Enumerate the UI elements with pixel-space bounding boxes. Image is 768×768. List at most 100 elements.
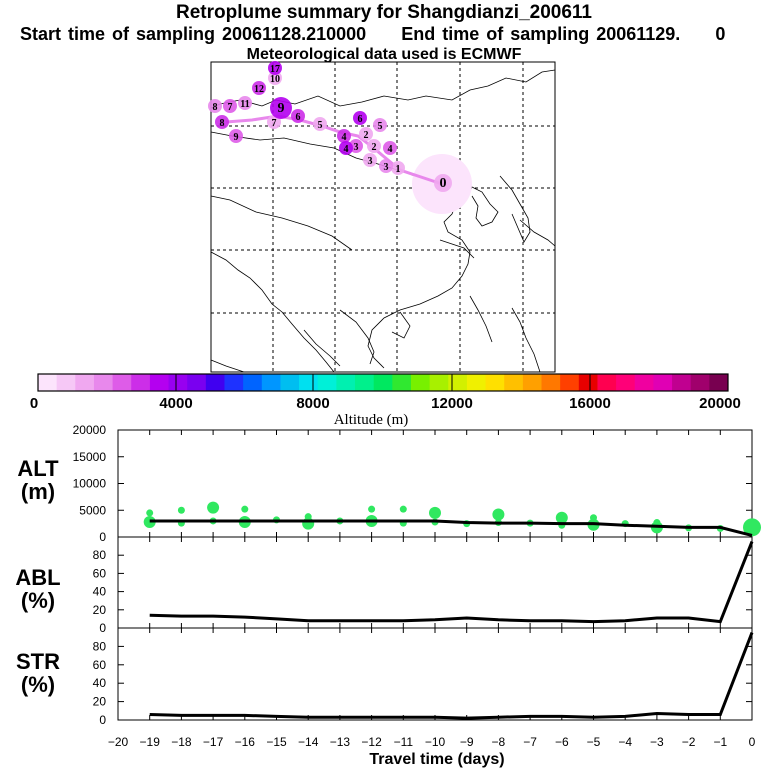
- colorbar-tick: 8000: [296, 395, 329, 412]
- alt-label-unit: (m): [20, 479, 56, 504]
- plume-cluster-dot: [267, 115, 281, 129]
- plume-day-label: 9: [278, 101, 285, 116]
- colorbar-segment: [112, 374, 132, 391]
- y-tick-label: 10000: [73, 477, 107, 491]
- colorbar-segment: [466, 374, 487, 391]
- colorbar-segment: [243, 374, 263, 391]
- plume-cluster-dot: [337, 129, 351, 143]
- alt-mean-line: [149, 519, 753, 537]
- x-tick-label: −9: [460, 735, 474, 749]
- x-tick-label: −12: [361, 735, 382, 749]
- colorbar-tick: 20000: [699, 395, 741, 412]
- x-tick-label: −19: [140, 735, 161, 749]
- plume-day-label: 17: [270, 64, 280, 75]
- x-tick-label: −4: [618, 735, 632, 749]
- x-tick-label: −13: [330, 735, 351, 749]
- colorbar-segment: [336, 374, 356, 391]
- alt-cluster-dot: [146, 509, 154, 517]
- plume-cluster-dot: [367, 139, 381, 153]
- colorbar-segment: [355, 374, 375, 391]
- x-tick-label: −11: [394, 735, 414, 749]
- plume-day-label: 3: [368, 156, 373, 167]
- x-tick-label: −3: [650, 735, 664, 749]
- plume-cluster-dot: [215, 115, 229, 129]
- colorbar-segment: [75, 374, 95, 391]
- start-time: Start time of sampling 20061128.210000: [20, 24, 367, 44]
- colorbar-segment: [38, 374, 58, 391]
- plume-day-label: 10: [270, 74, 280, 85]
- plume-day-label: 4: [388, 144, 393, 155]
- end-time: End time of sampling 20061129.: [401, 24, 681, 44]
- plume-cluster-dot: [339, 141, 353, 155]
- colorbar-segment: [187, 374, 207, 391]
- x-tick-label: −8: [492, 735, 506, 749]
- x-tick-label: −18: [171, 735, 192, 749]
- x-tick-label: −14: [298, 735, 319, 749]
- plume-day-label: 7: [228, 102, 233, 113]
- y-tick-label: 80: [93, 639, 107, 653]
- alt-cluster-dot: [368, 505, 376, 513]
- map-graticule: [211, 62, 555, 372]
- colorbar-segment: [709, 374, 729, 391]
- plume-cluster-dot: [391, 161, 405, 175]
- plume-day-label: 4: [344, 144, 349, 155]
- plume-cluster-dot: [363, 153, 377, 167]
- colorbar-tick: 4000: [159, 395, 192, 412]
- alt-cluster-dot: [429, 506, 441, 519]
- colorbar-segment: [280, 374, 300, 391]
- alt-cluster-dot: [241, 505, 249, 513]
- str-panel-label: STR (%): [8, 650, 68, 696]
- colorbar-segment: [522, 374, 543, 391]
- altitude-colorbar: 0 4000 8000 12000 16000 20000 Altitude (…: [30, 373, 741, 428]
- end-time-suffix: 0: [715, 24, 726, 44]
- plume-cluster-dot: [268, 71, 282, 85]
- str-line: [149, 632, 754, 720]
- colorbar-segment: [448, 374, 468, 391]
- abl-panel-label: ABL (%): [8, 566, 68, 612]
- plume-day-label: 1: [396, 164, 401, 175]
- plume-cluster-dot: [353, 111, 367, 125]
- abl-line: [149, 540, 754, 624]
- plume-cluster-dot: [383, 141, 397, 155]
- colorbar-segment: [560, 374, 580, 391]
- y-tick-label: 40: [93, 585, 107, 599]
- x-tick-label: −5: [587, 735, 601, 749]
- plume-day-label: 5: [378, 121, 383, 132]
- sampling-times: Start time of sampling 20061128.210000 E…: [20, 24, 768, 45]
- colorbar-segment: [205, 374, 225, 391]
- alt-cluster-dot: [207, 501, 220, 514]
- x-tick-label: −6: [555, 735, 569, 749]
- plume-day-label: 7: [272, 118, 277, 129]
- y-tick-label: 5000: [79, 503, 106, 517]
- colorbar-segment: [149, 374, 170, 391]
- x-tick-label: −15: [266, 735, 287, 749]
- y-tick-label: 0: [99, 713, 106, 727]
- plume-day-label: 3: [354, 142, 359, 153]
- colorbar-tick: 12000: [431, 395, 473, 412]
- colorbar-segment: [373, 374, 393, 391]
- y-tick-label: 0: [99, 621, 106, 635]
- y-tick-label: 0: [99, 530, 106, 544]
- plume-day-label: 11: [240, 99, 249, 110]
- plume-day-label: 8: [213, 102, 218, 113]
- alt-label-name: ALT: [17, 456, 59, 481]
- abl-panel: 0 20 40 60 80: [93, 536, 754, 635]
- x-tick-label: −10: [425, 735, 446, 749]
- plume-day-label: 2: [364, 130, 369, 141]
- x-tick-label: 0: [749, 735, 756, 749]
- plume-cluster-dot: [313, 117, 327, 131]
- colorbar-segment: [653, 374, 673, 391]
- x-tick-label: −20: [108, 735, 129, 749]
- plume-day-label: 5: [318, 120, 323, 131]
- y-tick-label: 40: [93, 676, 107, 690]
- plume-day-label: 8: [220, 118, 225, 129]
- colorbar-segment: [429, 374, 449, 391]
- colorbar-segment: [410, 374, 431, 391]
- colorbar-segment: [504, 374, 524, 391]
- chart-title: Retroplume summary for Shangdianzi_20061…: [175, 2, 593, 23]
- plume-cluster-dot: [359, 127, 373, 141]
- y-tick-label: 60: [93, 658, 107, 672]
- plume-cluster-dot: [379, 159, 393, 173]
- alt-cluster-dot: [399, 505, 407, 513]
